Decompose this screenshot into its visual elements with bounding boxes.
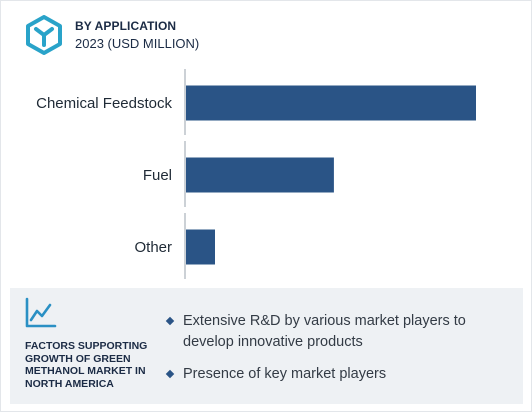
bar-fuel	[186, 157, 334, 193]
diamond-bullet-icon	[165, 369, 175, 379]
cube-logo-icon	[26, 15, 62, 55]
factor-text: Extensive R&D by various market players …	[183, 313, 466, 350]
bar-chemical-feedstock	[186, 85, 476, 121]
chart-subtitle: 2023 (USD MILLION)	[75, 36, 200, 51]
factors-title: FACTORS SUPPORTING GROWTH OF GREEN METHA…	[25, 340, 148, 390]
factor-text: Presence of key market players	[183, 366, 387, 382]
category-label: Other	[134, 239, 172, 256]
factor-item: Presence of key market players	[165, 364, 515, 385]
category-label: Chemical Feedstock	[36, 95, 172, 112]
bar-other	[186, 229, 215, 265]
factor-item: Extensive R&D by various market players …	[165, 311, 515, 353]
factors-list: Extensive R&D by various market players …	[165, 311, 515, 396]
bar-chart: Chemical Feedstock Fuel Other	[36, 69, 476, 279]
factors-panel: FACTORS SUPPORTING GROWTH OF GREEN METHA…	[10, 288, 523, 404]
category-label: Fuel	[143, 167, 172, 184]
trend-line-icon	[25, 297, 57, 328]
diamond-bullet-icon	[165, 316, 175, 326]
chart-title: BY APPLICATION	[75, 19, 177, 33]
